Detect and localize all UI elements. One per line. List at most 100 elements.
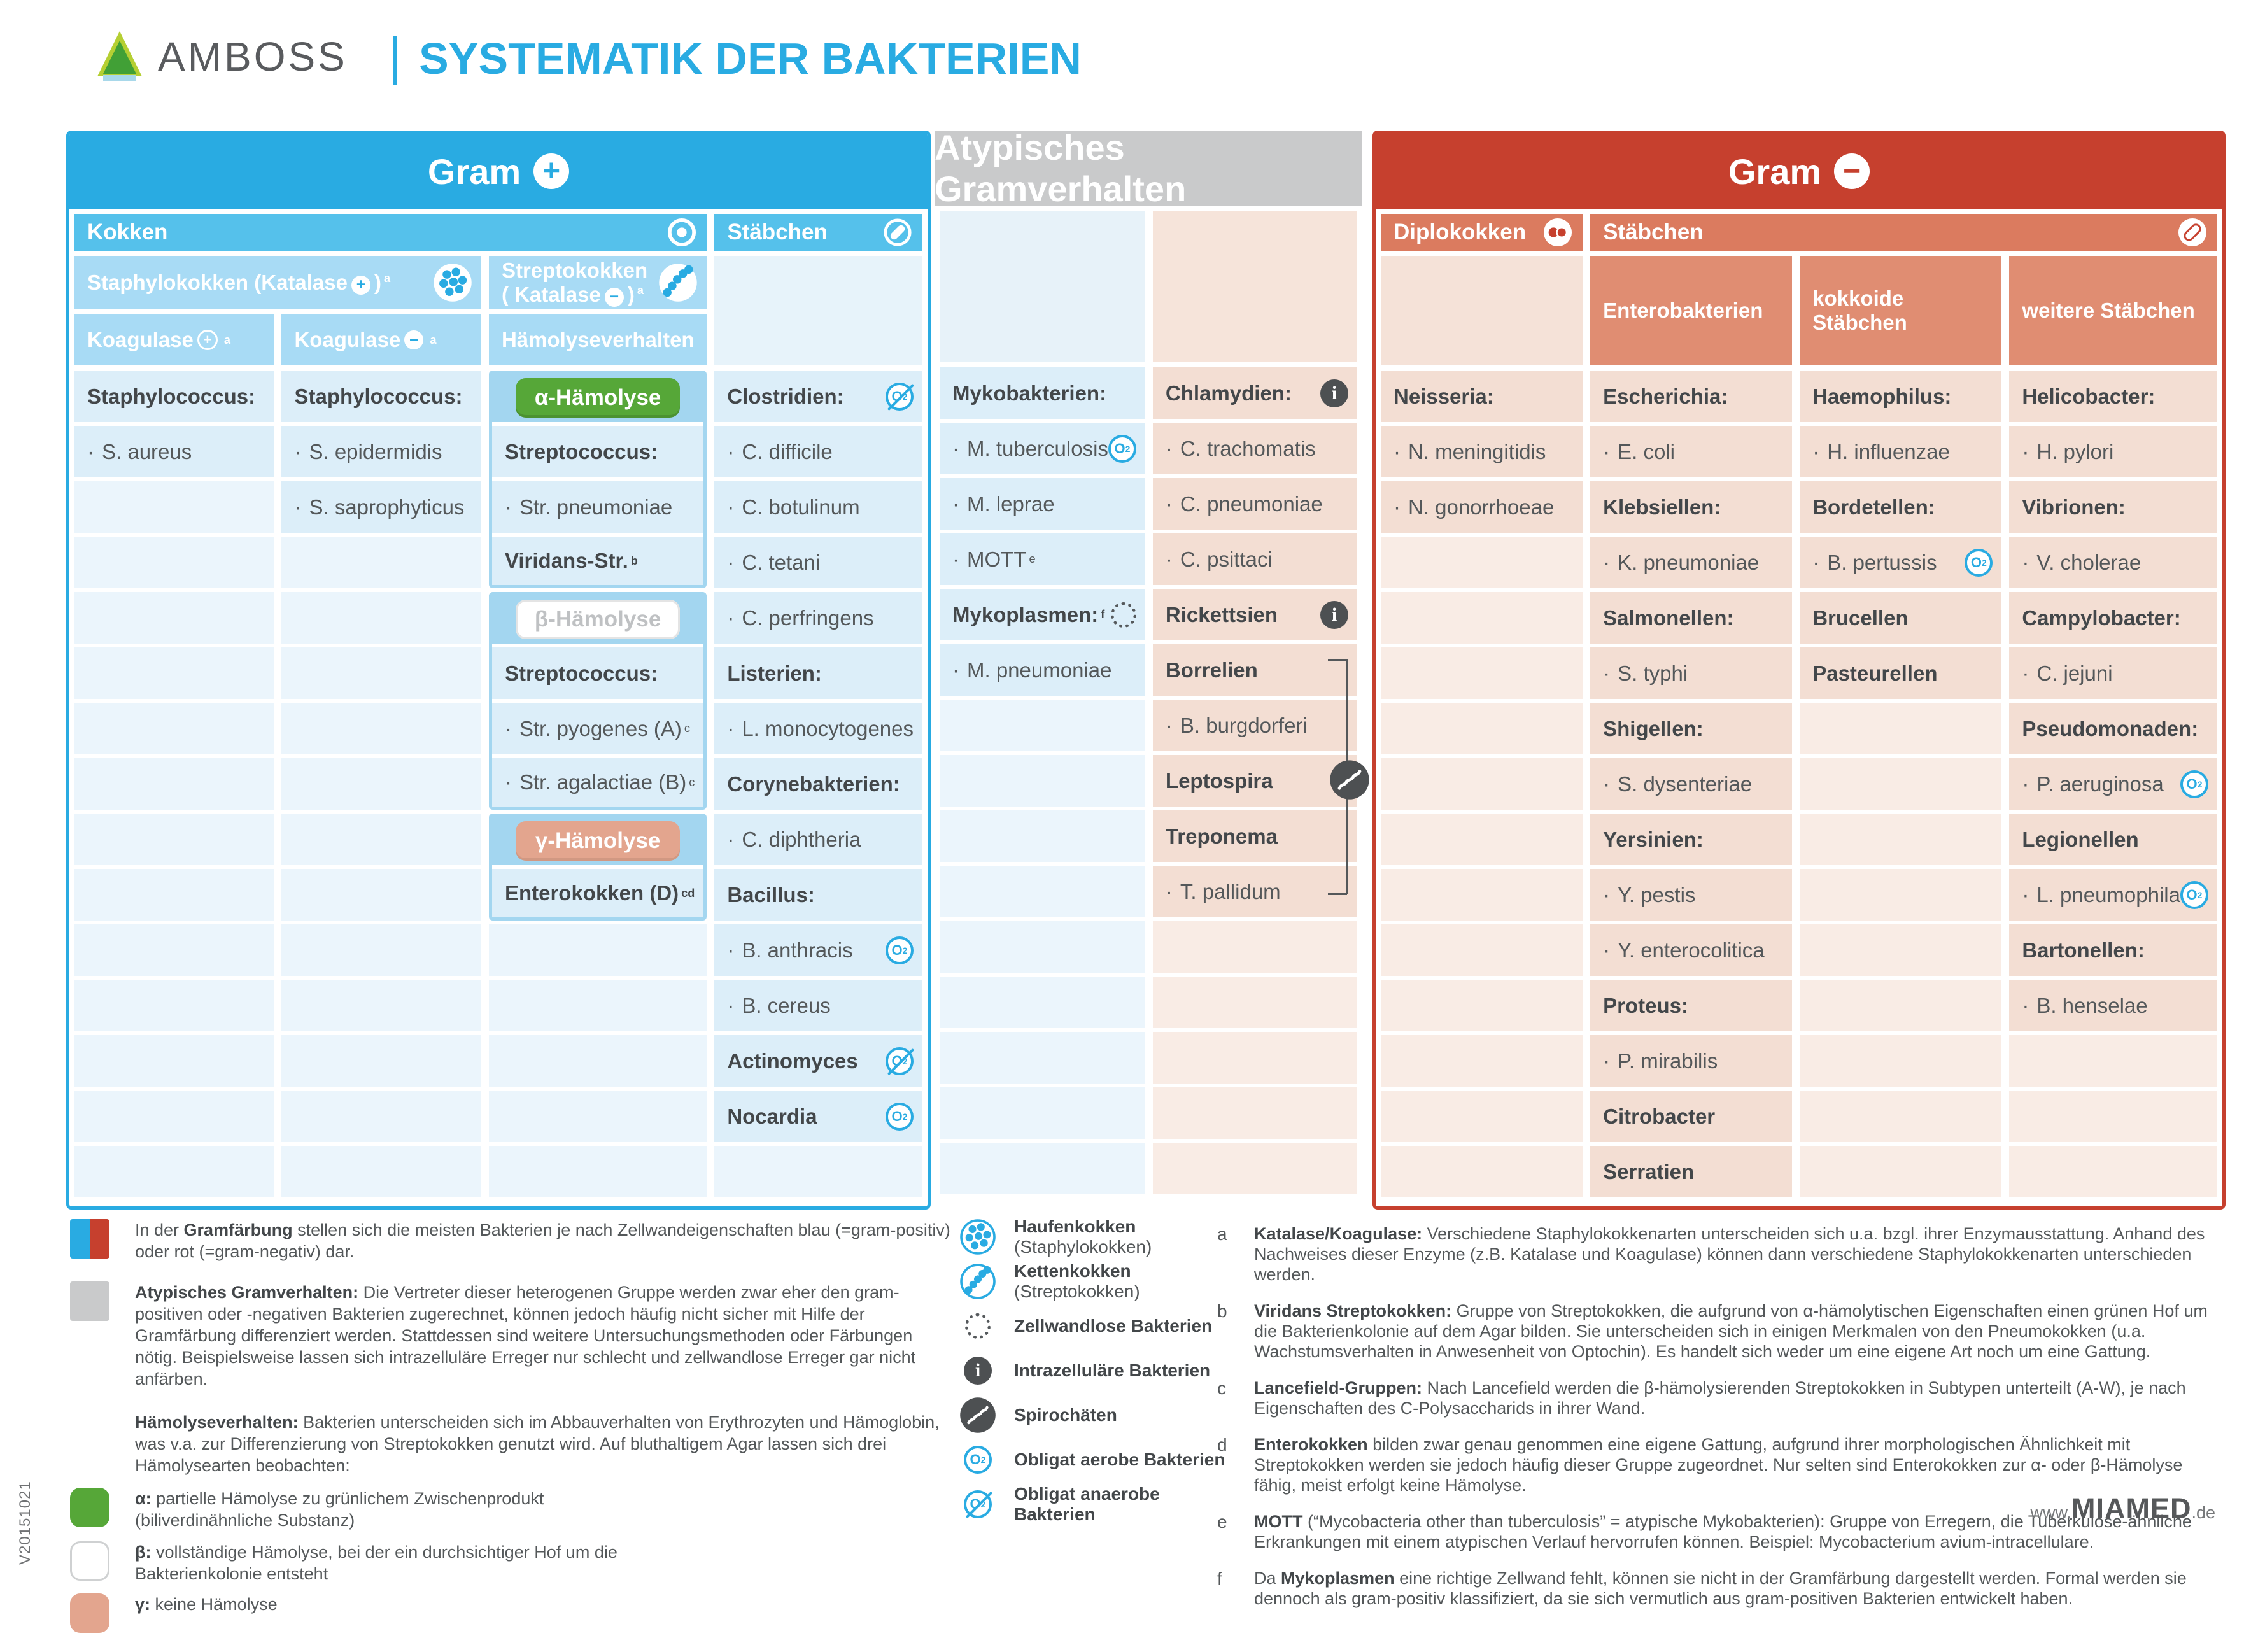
table-row: Leptospira bbox=[1152, 755, 1357, 807]
icon-cell bbox=[958, 1313, 998, 1339]
info-icon: i bbox=[1320, 600, 1348, 629]
table-row: Mykobakterien: bbox=[940, 367, 1145, 419]
cell-text: Viridans-Str. bbox=[504, 549, 628, 572]
table-row: · Str. pneumoniae bbox=[491, 481, 704, 533]
table-row: Salmonellen: bbox=[1590, 592, 1793, 644]
cell-text: MOTT bbox=[967, 547, 1027, 571]
empty-cell bbox=[1152, 1143, 1357, 1194]
table-row: Corynebakterien: bbox=[714, 758, 922, 810]
table-row: Shigellen: bbox=[1590, 703, 1793, 754]
table-row: Borrelien bbox=[1152, 644, 1357, 696]
bullet: · bbox=[727, 938, 735, 962]
table-row: Streptococcus: bbox=[491, 647, 704, 699]
table-row: Neisseria: bbox=[1381, 371, 1583, 422]
cell-text: Escherichia: bbox=[1603, 384, 1728, 408]
footnote-letter: b bbox=[1217, 1301, 1227, 1321]
icon-legend-item: Kettenkokken (Streptokokken) bbox=[958, 1261, 1245, 1301]
icon-legend-item: i Intrazelluläre Bakterien bbox=[958, 1353, 1245, 1388]
cell-text: Str. pyogenes (A) bbox=[519, 716, 682, 740]
table-row: Staphylococcus: bbox=[74, 371, 274, 422]
streptokokken-label: Streptokokken ( Katalase −) a bbox=[501, 258, 648, 307]
empty-cell bbox=[714, 1146, 922, 1197]
cell-text: Proteus: bbox=[1603, 993, 1688, 1017]
bullet: · bbox=[1165, 713, 1173, 737]
cell-text: Bartonellen: bbox=[2022, 938, 2145, 962]
empty-cell bbox=[1381, 647, 1583, 699]
empty-cell bbox=[940, 1143, 1145, 1194]
footnote-c: c Lancefield-Gruppen: Nach Lancefield wer… bbox=[1217, 1378, 2218, 1418]
legend-item: β: vollständige Hämolyse, bei der ein du… bbox=[70, 1541, 956, 1585]
table-row: Haemophilus: bbox=[1800, 371, 2002, 422]
table-row: · Y. pestis bbox=[1590, 869, 1793, 921]
empty-cell bbox=[74, 1146, 274, 1197]
green-swatch bbox=[70, 1488, 109, 1527]
icon-legend-label: Obligat aerobe Bakterien bbox=[1014, 1450, 1225, 1469]
salmon-swatch bbox=[70, 1593, 109, 1633]
table-row: · B. henselae bbox=[2009, 980, 2217, 1031]
table-row: · C. difficile bbox=[714, 426, 922, 477]
table-row: Vibrionen: bbox=[2009, 481, 2217, 533]
icon-legend-item: O 2 Obligat anaerobe Bakterien bbox=[958, 1484, 1245, 1524]
table-row: Brucellen bbox=[1800, 592, 2002, 644]
table-row: · C. diphtheria bbox=[714, 814, 922, 865]
table-row: Pseudomonaden: bbox=[2009, 703, 2217, 754]
cell-text: L. pneumophila bbox=[2036, 882, 2180, 907]
legend-item: α: partielle Hämolyse zu grünlichem Zwis… bbox=[70, 1488, 956, 1531]
icon-legend-label: Kettenkokken (Streptokokken) bbox=[1014, 1261, 1140, 1301]
icon-cell bbox=[958, 1263, 998, 1300]
legend-item: Atypisches Gramverhalten: Die Vertreter … bbox=[70, 1281, 956, 1390]
table-row: · C. trachomatis bbox=[1152, 423, 1357, 474]
empty-cell bbox=[281, 1035, 481, 1087]
footnote-text: Viridans Streptokokken: Gruppe von Strep… bbox=[1254, 1301, 2208, 1361]
legend-color-explanations: In der Gramfärbung stellen sich die meis… bbox=[70, 1219, 956, 1652]
header-kokken: Kokken bbox=[74, 214, 707, 251]
table-row: · M. tuberculosis O 2 bbox=[940, 423, 1145, 474]
cell-text: Bacillus: bbox=[727, 882, 815, 907]
footnote-text: MOTT (“Mycobacteria other than tuberculo… bbox=[1254, 1512, 2192, 1551]
footnote-text: Da Mykoplasmen eine richtige Zellwand fe… bbox=[1254, 1569, 2187, 1608]
empty-cell bbox=[281, 592, 481, 644]
table-row: · N. gonorrhoeae bbox=[1381, 481, 1583, 533]
table-row: α-Hämolyse bbox=[491, 374, 704, 422]
icon-legend-label: Haufenkokken (Staphylokokken) bbox=[1014, 1217, 1152, 1257]
brand-name: AMBOSS bbox=[158, 34, 348, 80]
empty-cell bbox=[1381, 758, 1583, 810]
bullet: · bbox=[504, 716, 512, 740]
cell-text: Staphylococcus: bbox=[87, 384, 256, 408]
spiro-icon bbox=[959, 1397, 996, 1434]
cell-text: Neisseria: bbox=[1394, 384, 1494, 408]
empty-cell bbox=[940, 866, 1145, 917]
cell-text: Streptococcus: bbox=[504, 439, 658, 463]
cell-text: Vibrionen: bbox=[2022, 495, 2126, 519]
empty-cell bbox=[488, 1146, 707, 1197]
header-weitere-staebchen: weitere Stäbchen bbox=[2009, 256, 2217, 365]
cell-text: P. aeruginosa bbox=[2036, 772, 2164, 796]
bullet: · bbox=[1165, 436, 1173, 460]
table-row: · K. pneumoniae bbox=[1590, 537, 1793, 588]
empty-cell bbox=[281, 1146, 481, 1197]
empty-cell bbox=[2009, 1146, 2217, 1197]
icon-legend-item: Zellwandlose Bakterien bbox=[958, 1308, 1245, 1344]
bullet: · bbox=[1603, 1048, 1611, 1073]
cell-text: Haemophilus: bbox=[1812, 384, 1952, 408]
footer-de: .de bbox=[2191, 1503, 2215, 1522]
footnote-letter: d bbox=[1217, 1435, 1227, 1455]
icon-legend-item: O 2 Obligat aerobe Bakterien bbox=[958, 1442, 1245, 1478]
header-staphylokokken: Staphylokokken (Katalase +) a bbox=[74, 256, 481, 309]
haemolyse-pill-beta: β-Hämolyse bbox=[516, 600, 681, 639]
empty-cell bbox=[1381, 980, 1583, 1031]
legend-item: γ: keine Hämolyse bbox=[70, 1593, 956, 1633]
table-row: · L. pneumophila O 2 bbox=[2009, 869, 2217, 921]
legend-icon-explanations: Haufenkokken (Staphylokokken) Kettenkokke… bbox=[958, 1217, 1245, 1531]
table-row: Nocardia O 2 bbox=[714, 1091, 922, 1142]
footnote-b: b Viridans Streptokokken: Gruppe von Stre… bbox=[1217, 1301, 2218, 1362]
cell-text: Brucellen bbox=[1812, 605, 1909, 630]
empty-cell bbox=[488, 1035, 707, 1087]
empty-cell bbox=[74, 980, 274, 1031]
empty-cell bbox=[488, 1091, 707, 1142]
table-row: Klebsiellen: bbox=[1590, 481, 1793, 533]
bullet: · bbox=[727, 716, 735, 740]
column-enterobakterien: Escherichia: · E. coli Klebsiellen: · K. pneu… bbox=[1590, 371, 1793, 1201]
